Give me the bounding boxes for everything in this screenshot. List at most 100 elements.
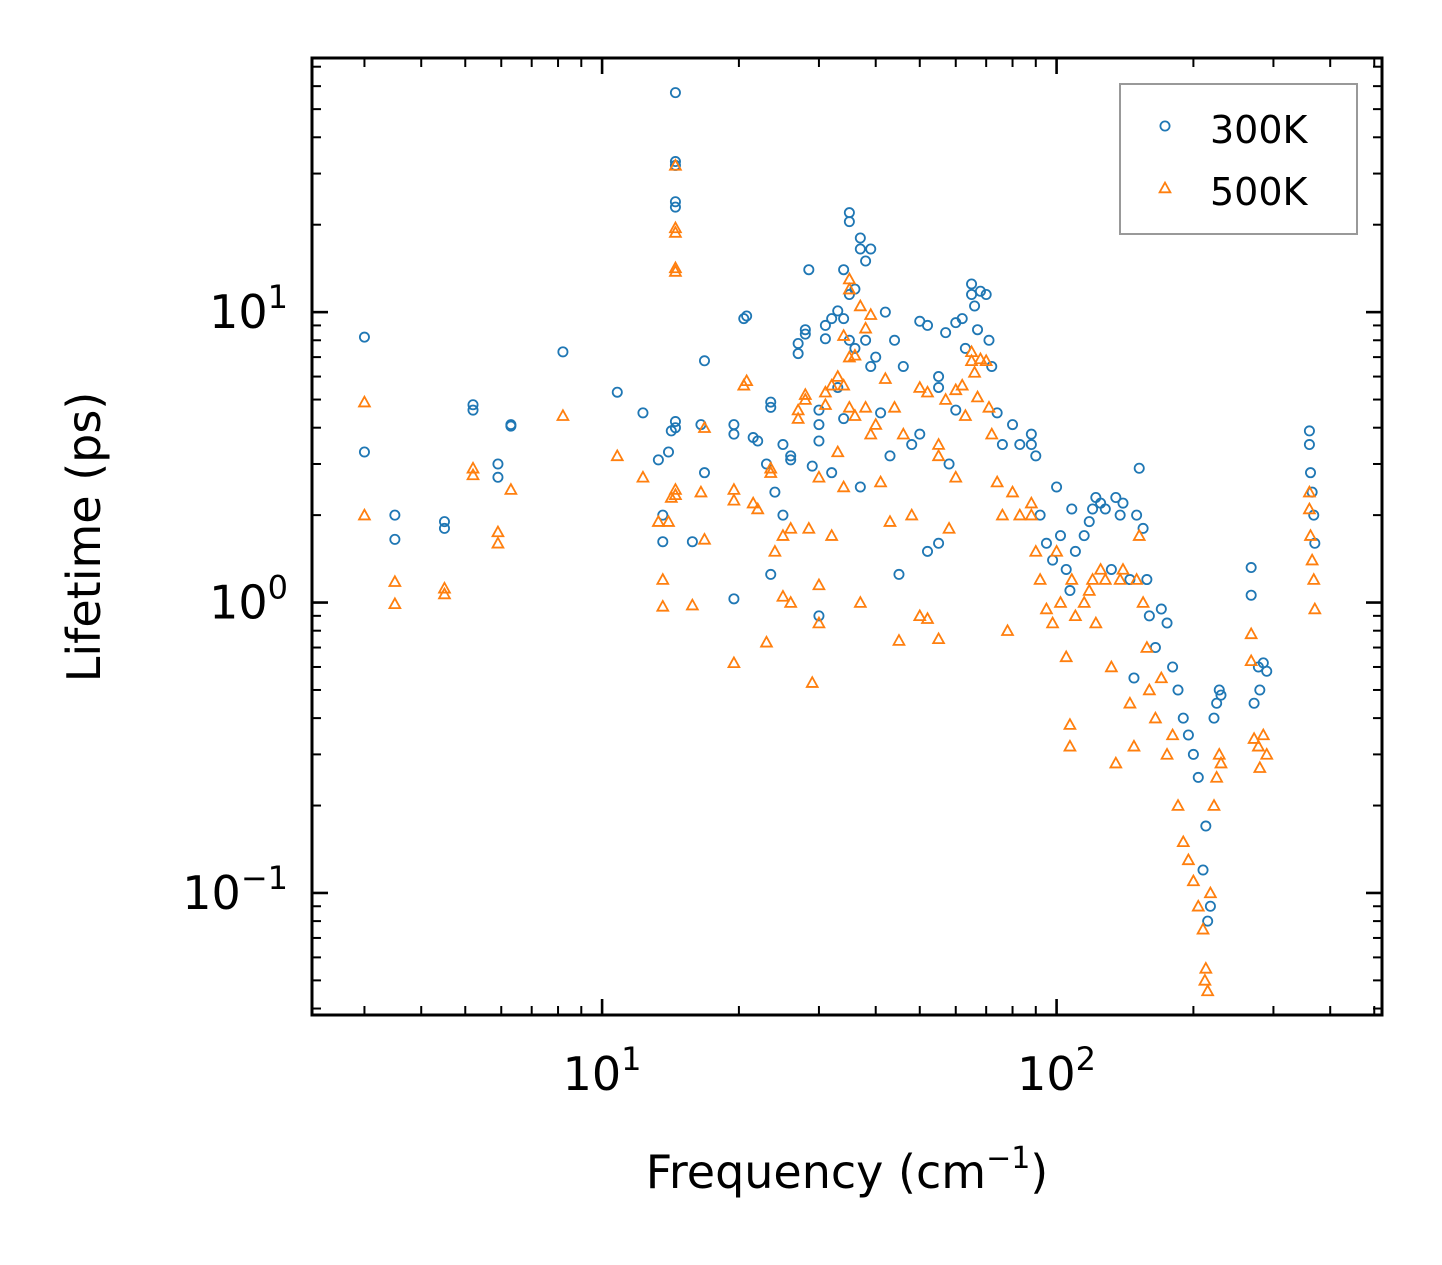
data-point [1039, 601, 1054, 615]
data-point [969, 300, 981, 312]
data-point [922, 319, 934, 331]
data-point [1197, 973, 1212, 986]
series-500k [357, 158, 1322, 997]
data-point [883, 514, 897, 527]
data-point [1040, 537, 1052, 549]
data-point [1215, 689, 1227, 701]
data-point [1171, 798, 1185, 811]
data-point [1028, 544, 1043, 557]
data-point [610, 448, 625, 462]
data-point [995, 507, 1010, 521]
data-point [854, 481, 866, 493]
data-point [858, 400, 873, 413]
data-point [1110, 491, 1122, 503]
data-point [1063, 739, 1077, 752]
y-axis-title: Lifetime (ps) [57, 392, 111, 683]
data-point [982, 400, 996, 413]
data-point [1078, 530, 1090, 542]
data-point [812, 615, 826, 629]
data-point [357, 507, 372, 521]
data-point [661, 514, 676, 527]
data-point [1245, 562, 1257, 574]
data-point [853, 298, 868, 312]
data-point [752, 435, 764, 447]
data-point [1064, 572, 1079, 585]
data-point [922, 545, 934, 557]
data-point [1181, 852, 1196, 866]
data-point [980, 289, 992, 301]
data-point [836, 378, 851, 391]
data-point [990, 474, 1005, 488]
data-point [491, 524, 505, 538]
data-point [940, 327, 952, 339]
x-axis-title-end: ) [1030, 1145, 1048, 1199]
data-point [1200, 820, 1212, 832]
data-point [819, 319, 831, 331]
data-point [738, 313, 750, 325]
data-point [863, 307, 878, 320]
legend: 300K 500K [1119, 83, 1358, 235]
data-point [1060, 563, 1072, 575]
data-point [889, 334, 901, 346]
data-point [1113, 572, 1128, 585]
data-point [685, 597, 700, 611]
data-point [1131, 509, 1143, 521]
data-point [1214, 755, 1228, 769]
data-point [1059, 649, 1074, 663]
legend-label-500k: 500K [1210, 170, 1309, 214]
data-point [887, 400, 902, 413]
data-point [896, 426, 911, 440]
data-point [933, 537, 945, 549]
data-point [668, 158, 683, 171]
data-point [1305, 552, 1320, 566]
data-point [1128, 672, 1140, 684]
data-point [1024, 495, 1039, 509]
data-point [1259, 747, 1274, 760]
data-point [1212, 747, 1227, 760]
data-point [805, 675, 820, 688]
data-point [858, 321, 873, 334]
data-point [777, 509, 789, 521]
data-point [914, 428, 926, 440]
data-point [942, 521, 956, 534]
data-point [698, 467, 710, 479]
data-point [668, 225, 683, 238]
data-point [1129, 572, 1144, 585]
data-point [1177, 712, 1189, 724]
data-point [1069, 545, 1081, 557]
legend-marker-circle [1159, 120, 1171, 132]
data-point [1054, 530, 1066, 542]
data-point [801, 521, 816, 534]
data-point [557, 346, 569, 358]
data-point [931, 631, 946, 645]
data-point [467, 404, 479, 416]
data-point [1063, 717, 1077, 730]
data-point [806, 460, 818, 472]
data-point [878, 371, 893, 384]
data-point [865, 360, 877, 372]
data-point [966, 289, 978, 301]
data-point [948, 470, 963, 483]
data-point [838, 264, 850, 276]
data-point [979, 353, 994, 366]
x-tick-label: 102 [1017, 1040, 1096, 1101]
data-point [637, 407, 649, 419]
data-point [467, 399, 479, 411]
series-300k [358, 87, 1321, 927]
data-point [933, 371, 945, 383]
data-point [1209, 770, 1224, 783]
data-points [357, 87, 1322, 997]
data-point [1093, 562, 1108, 575]
y-tick-label: 10−1 [182, 859, 288, 920]
data-point [1066, 503, 1078, 515]
data-point [728, 419, 740, 431]
data-point [1005, 484, 1020, 498]
data-point [1160, 747, 1174, 760]
data-point [973, 351, 988, 365]
data-point [912, 380, 927, 393]
data-point [1167, 661, 1179, 673]
data-point [776, 589, 790, 602]
data-point [1068, 608, 1083, 622]
data-point [652, 454, 664, 466]
data-point [813, 610, 825, 622]
